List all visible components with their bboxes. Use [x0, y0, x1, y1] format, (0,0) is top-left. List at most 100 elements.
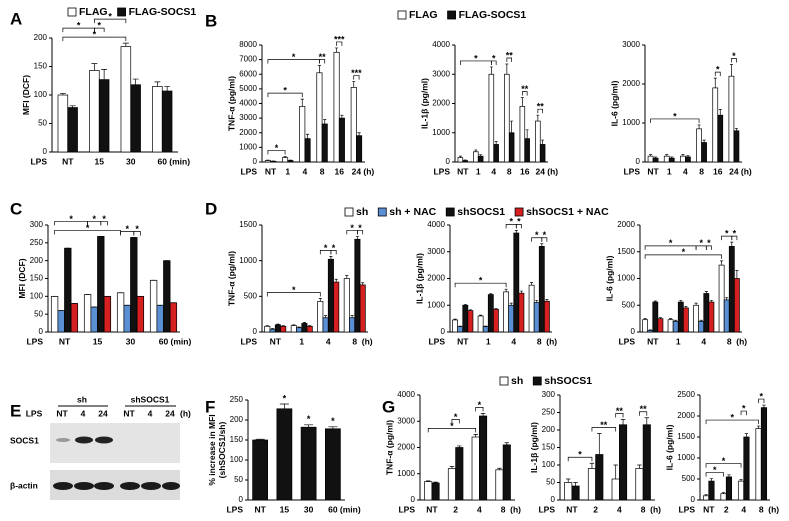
y-tick-label: 1000	[427, 300, 445, 309]
error-bar	[463, 304, 467, 306]
x-unit: (min)	[340, 504, 361, 514]
y-tick-label: 2000	[427, 274, 445, 283]
error-bar	[665, 154, 669, 157]
error-bar	[644, 417, 650, 425]
error-bar	[756, 425, 761, 429]
bar	[455, 447, 464, 501]
bar	[123, 304, 131, 333]
bar	[321, 123, 328, 163]
legend-label: shSOCS1	[544, 375, 592, 387]
bar	[333, 51, 340, 163]
bar	[619, 424, 628, 501]
significance: *	[331, 416, 335, 426]
y-tick-label: 5000	[239, 84, 257, 93]
bar	[359, 284, 366, 333]
x-prefix: LPS	[618, 336, 635, 346]
bar	[274, 324, 281, 333]
significance: *	[292, 52, 296, 62]
error-bar	[329, 256, 333, 260]
bar	[338, 117, 345, 163]
significance-bracket	[319, 59, 326, 64]
bar	[519, 106, 526, 163]
bar	[518, 292, 525, 333]
bar	[149, 279, 158, 333]
x-tick-label: 4	[491, 166, 496, 176]
y-tick-label: 2000	[397, 443, 415, 452]
bar	[301, 323, 308, 333]
bar	[264, 160, 271, 163]
bar	[300, 426, 317, 501]
error-bar	[674, 319, 678, 322]
error-bar	[536, 114, 540, 122]
bar	[452, 319, 458, 333]
y-tick-label: 8000	[239, 40, 257, 49]
error-bar	[744, 433, 749, 437]
x-tick-label: 4	[477, 504, 482, 514]
error-bar	[709, 478, 714, 482]
bar	[538, 246, 545, 333]
error-bar	[718, 109, 722, 116]
y-axis-label: IL-1β (pg/ml)	[414, 253, 424, 304]
bar	[477, 155, 484, 163]
x-prefix: LPS	[678, 504, 695, 514]
error-bar	[425, 480, 431, 482]
x-tick-label: 60	[328, 504, 338, 514]
y-tick-label: 0	[411, 495, 416, 504]
x-tick-label: 4	[511, 336, 516, 346]
y-tick-label: 150	[34, 62, 48, 71]
error-bar	[729, 64, 733, 77]
band	[162, 482, 180, 490]
error-bar	[686, 155, 690, 157]
x-tick-label: 2	[724, 504, 729, 514]
error-bar	[154, 81, 161, 87]
y-axis-label: TNF-α (pg/ml)	[226, 251, 236, 306]
error-bar	[484, 325, 488, 327]
lane-label: 24	[165, 408, 175, 418]
significance: *	[324, 243, 328, 253]
bar	[508, 132, 515, 163]
error-bar	[545, 299, 549, 302]
bar	[252, 439, 268, 501]
y-tick-label: 100	[230, 455, 244, 464]
bar	[733, 278, 740, 333]
significance-bracket	[490, 60, 497, 65]
significance: **	[600, 420, 608, 430]
y-axis-label: % increase in MFI	[207, 414, 217, 485]
error-bar	[255, 438, 265, 440]
x-unit: (h)	[547, 166, 558, 176]
error-bar	[653, 300, 657, 303]
x-tick-label: NT	[457, 166, 469, 176]
x-tick-label: 16	[520, 166, 530, 176]
band	[74, 482, 94, 490]
significance-bracket	[705, 419, 759, 425]
bar	[276, 408, 293, 501]
significance: ***	[351, 68, 362, 78]
chart: 0 500 1000 1500 2000 2500 IL-6 (pg/ml) NT 2 4 8 LPS…	[664, 390, 779, 514]
error-bar	[504, 288, 508, 292]
x-tick-label: 1	[299, 336, 304, 346]
significance-bracket	[267, 92, 303, 98]
significance: **	[640, 404, 648, 414]
x-tick-label: 15	[95, 156, 105, 166]
bar	[647, 330, 654, 333]
bar	[708, 480, 715, 501]
y-tick-label: 2500	[677, 390, 695, 399]
bar	[698, 320, 705, 333]
error-bar	[658, 317, 662, 319]
error-bar	[101, 69, 108, 80]
group-label: shSOCS1	[131, 394, 170, 404]
x-tick-label: 24	[729, 166, 739, 176]
x-prefix: LPS	[226, 504, 243, 514]
bar	[702, 495, 710, 501]
y-tick-label: 3000	[622, 40, 640, 49]
y-tick-label: 0	[39, 327, 44, 336]
bar	[487, 294, 494, 333]
y-tick-label: 4000	[239, 99, 257, 108]
bar	[356, 135, 363, 163]
x-unit: (h)	[546, 336, 557, 346]
significance: *	[350, 223, 354, 233]
legend-swatch	[447, 10, 456, 20]
significance: *	[725, 228, 729, 238]
significance: *	[732, 51, 736, 61]
